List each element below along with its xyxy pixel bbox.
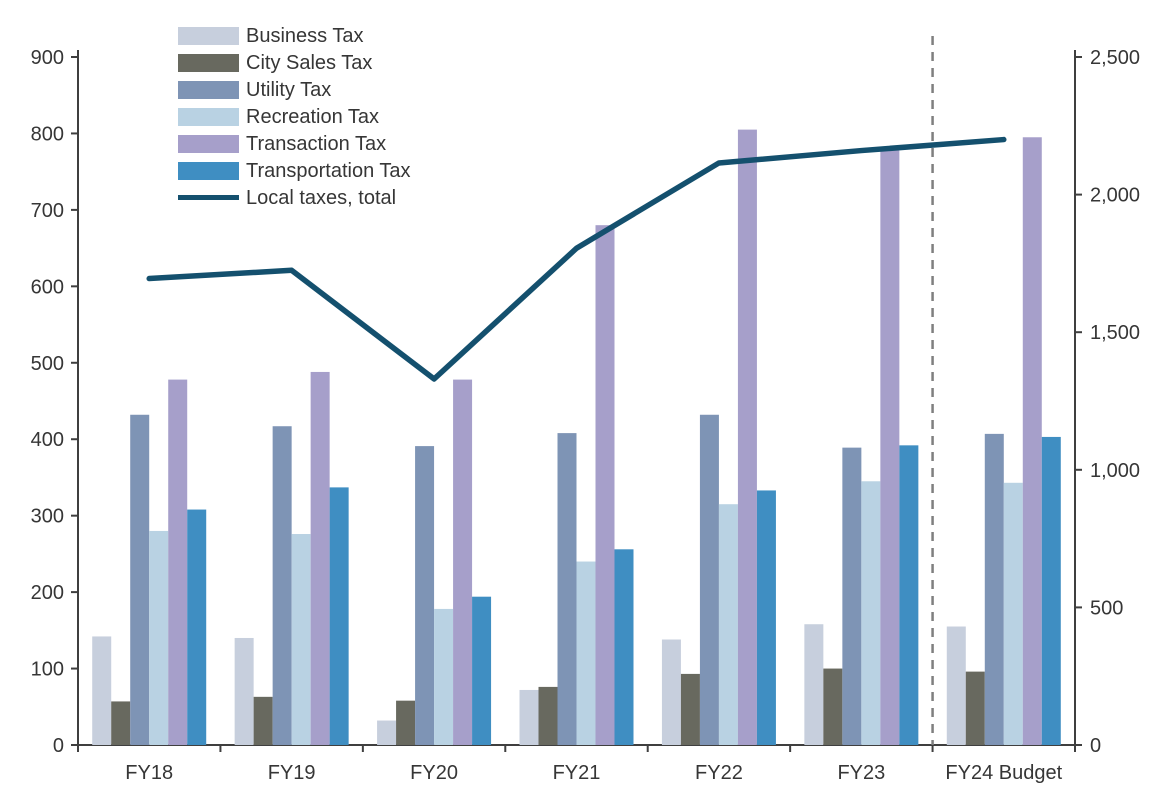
legend-item: Recreation Tax [178, 103, 411, 130]
bar-series3-cat3 [576, 561, 596, 745]
bar-series2-cat3 [557, 433, 577, 745]
x-axis-category-label: FY20 [410, 762, 458, 784]
left-axis-tick-label: 500 [31, 353, 64, 375]
bar-series3-cat2 [434, 608, 454, 745]
x-axis-category-label: FY24 Budget [945, 762, 1062, 784]
legend-item: Utility Tax [178, 76, 411, 103]
bar-series3-cat4 [718, 504, 738, 745]
left-axis-tick-label: 600 [31, 276, 64, 298]
bar-series0-cat5 [804, 624, 824, 745]
legend-item: Business Tax [178, 22, 411, 49]
legend-swatch [178, 107, 239, 126]
legend-item: Transaction Tax [178, 130, 411, 157]
legend-swatch [178, 134, 239, 153]
bar-series4-cat6 [1022, 137, 1042, 745]
legend-swatch [178, 80, 239, 99]
bar-series0-cat2 [377, 720, 397, 745]
right-axis-tick-label: 2,500 [1090, 47, 1140, 69]
x-axis-category-label: FY22 [695, 762, 743, 784]
legend-swatch [178, 195, 239, 200]
bar-series4-cat0 [168, 379, 188, 745]
right-axis-tick-label: 2,000 [1090, 185, 1140, 207]
bar-series0-cat4 [661, 639, 681, 745]
bar-series3-cat6 [1003, 482, 1023, 745]
bar-series2-cat6 [984, 433, 1004, 745]
chart-legend: Business Tax City Sales Tax Utility Tax Rec… [178, 22, 411, 211]
x-axis-category-label: FY21 [553, 762, 601, 784]
bar-series5-cat5 [899, 445, 919, 745]
bar-series5-cat0 [187, 509, 207, 745]
bar-series5-cat3 [614, 549, 634, 745]
bar-series4-cat1 [310, 371, 330, 745]
legend-item-total-line: Local taxes, total [178, 184, 411, 211]
bar-series0-cat1 [234, 637, 254, 745]
legend-label: Transportation Tax [246, 159, 411, 182]
left-axis-tick-label: 0 [53, 735, 64, 757]
bar-series2-cat0 [130, 414, 150, 745]
bar-series1-cat4 [680, 673, 700, 745]
right-axis-tick-label: 0 [1090, 735, 1101, 757]
left-axis-tick-label: 100 [31, 659, 64, 681]
left-axis-tick-label: 400 [31, 429, 64, 451]
bar-series1-cat1 [253, 696, 273, 745]
bar-series1-cat3 [538, 686, 558, 745]
bar-series1-cat2 [396, 700, 416, 745]
legend-label: Recreation Tax [246, 105, 380, 128]
legend-item: City Sales Tax [178, 49, 411, 76]
legend-label: Business Tax [246, 24, 364, 47]
legend-swatch [178, 161, 239, 180]
bar-series2-cat1 [272, 426, 292, 745]
bar-series3-cat1 [291, 534, 311, 745]
legend-label: Transaction Tax [246, 132, 387, 155]
left-axis-tick-label: 900 [31, 47, 64, 69]
bar-series4-cat4 [737, 129, 757, 746]
x-axis-category-label: FY18 [125, 762, 173, 784]
legend-swatch [178, 53, 239, 72]
bar-series5-cat2 [472, 596, 492, 745]
bar-series0-cat0 [92, 636, 112, 745]
bar-series1-cat5 [823, 668, 843, 745]
bar-series2-cat4 [699, 414, 719, 745]
left-axis-tick-label: 700 [31, 200, 64, 222]
left-axis-tick-label: 200 [31, 582, 64, 604]
bar-series4-cat5 [880, 150, 900, 746]
legend-swatch [178, 26, 239, 45]
bar-series4-cat3 [595, 225, 615, 745]
right-axis-tick-label: 500 [1090, 597, 1123, 619]
legend-label: City Sales Tax [246, 51, 373, 74]
x-axis-category-label: FY23 [837, 762, 885, 784]
bar-series5-cat4 [756, 490, 776, 745]
bar-series1-cat6 [965, 671, 985, 745]
bar-series2-cat2 [415, 446, 435, 745]
legend-label: Utility Tax [246, 78, 332, 101]
legend-item: Transportation Tax [178, 157, 411, 184]
bar-series0-cat3 [519, 689, 539, 745]
left-axis-tick-label: 800 [31, 123, 64, 145]
bar-series0-cat6 [946, 626, 966, 745]
bar-series5-cat6 [1041, 436, 1061, 745]
bar-series2-cat5 [842, 447, 862, 745]
bar-series5-cat1 [329, 487, 349, 745]
legend-label: Local taxes, total [246, 186, 397, 209]
left-axis-tick-label: 300 [31, 506, 64, 528]
right-axis-tick-label: 1,000 [1090, 460, 1140, 482]
bar-series1-cat0 [111, 701, 131, 745]
x-axis-category-label: FY19 [268, 762, 316, 784]
bar-series3-cat0 [149, 530, 169, 745]
bar-series3-cat5 [861, 481, 881, 745]
bar-series4-cat2 [453, 379, 473, 745]
local-taxes-total-line [146, 136, 1007, 382]
right-axis-tick-label: 1,500 [1090, 322, 1140, 344]
